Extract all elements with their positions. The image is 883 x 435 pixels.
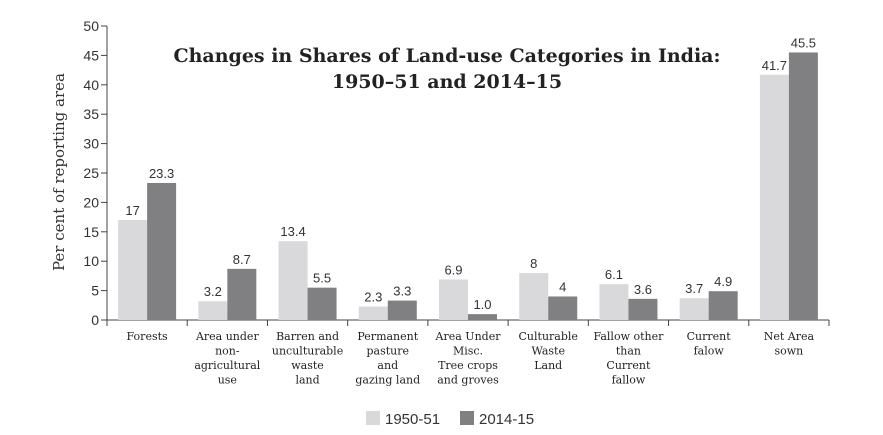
x-tick-label: Area Under Misc. Tree crops and groves bbox=[435, 330, 502, 387]
x-tick-label-line: agricultural bbox=[194, 359, 260, 372]
x-tick-label-line: Land bbox=[534, 359, 562, 372]
y-tick-label: 40 bbox=[83, 77, 99, 93]
data-label: 4.9 bbox=[714, 274, 732, 289]
x-tick-label: Net Area sown bbox=[764, 330, 815, 358]
x-axis: Forests Area under non-agricultural use Barr… bbox=[106, 319, 830, 387]
x-tick-label-line: and bbox=[377, 359, 398, 372]
data-label: 3.6 bbox=[634, 282, 652, 297]
bar-1950-51 bbox=[198, 301, 228, 320]
legend-swatch bbox=[460, 411, 474, 425]
data-label: 17 bbox=[125, 203, 139, 218]
bar-1950-51 bbox=[118, 220, 148, 320]
x-tick-label: Permanent pasture and gazing land bbox=[355, 330, 420, 387]
x-tick-label-line: Permanent bbox=[357, 330, 418, 343]
x-tick-label-line: gazing land bbox=[355, 374, 420, 387]
data-label: 6.9 bbox=[444, 262, 462, 277]
y-tick-label: 0 bbox=[91, 312, 99, 328]
bar-2014-15 bbox=[227, 268, 257, 320]
x-tick-label-line: non- bbox=[215, 345, 240, 358]
data-label: 41.7 bbox=[762, 58, 787, 73]
x-tick-label-line: and groves bbox=[437, 374, 499, 387]
x-tick-label-line: Forests bbox=[127, 330, 168, 343]
y-tick-label: 35 bbox=[83, 106, 99, 122]
y-tick-label: 25 bbox=[83, 165, 99, 181]
data-label: 4 bbox=[559, 279, 566, 294]
data-label: 3.3 bbox=[393, 284, 411, 299]
bar-2014-15 bbox=[307, 287, 337, 320]
x-tick-label: Current falow bbox=[687, 330, 732, 358]
legend-label: 2014-15 bbox=[479, 411, 534, 428]
data-label: 13.4 bbox=[280, 224, 305, 239]
chart-title: Changes in Shares of Land-use Categories… bbox=[173, 45, 720, 93]
x-tick-label-line: Area under bbox=[195, 330, 259, 343]
x-tick-label-line: fallow bbox=[612, 374, 646, 387]
bars: 17 23.3 3.2 8.7 13.4 5.5 2.3 3.3 6.9 1.0 8 4 6.1 3.6 3… bbox=[118, 35, 818, 321]
x-tick-label-line: Misc. bbox=[453, 345, 483, 358]
x-tick-label-line: falow bbox=[694, 345, 725, 358]
bar-1950-51 bbox=[278, 241, 308, 320]
y-axis-label: Per cent of reporting area bbox=[50, 73, 68, 271]
bar-2014-15 bbox=[708, 291, 738, 320]
data-label: 45.5 bbox=[791, 35, 816, 50]
x-tick-label-line: Fallow other bbox=[593, 330, 664, 343]
data-label: 8.7 bbox=[233, 252, 251, 267]
x-tick-label-line: Area Under bbox=[435, 330, 502, 343]
bar-1950-51 bbox=[759, 74, 789, 320]
legend-swatch bbox=[366, 411, 380, 425]
x-tick-label: Fallow other than Current fallow bbox=[593, 330, 664, 387]
data-label: 2.3 bbox=[364, 289, 382, 304]
x-tick-label: Barren and unculturable waste land bbox=[272, 330, 343, 387]
bar-2014-15 bbox=[628, 298, 658, 320]
bar-1950-51 bbox=[599, 284, 629, 320]
legend-label: 1950-51 bbox=[385, 411, 440, 428]
data-label: 1.0 bbox=[473, 297, 491, 312]
x-tick-label-line: unculturable bbox=[272, 345, 343, 358]
bar-2014-15 bbox=[387, 300, 417, 320]
bar-1950-51 bbox=[439, 279, 468, 320]
chart-title-line: 1950–51 and 2014–15 bbox=[332, 71, 562, 93]
data-label: 23.3 bbox=[149, 166, 174, 181]
bar-2014-15 bbox=[548, 296, 578, 320]
data-label: 3.2 bbox=[204, 284, 222, 299]
x-tick-label-line: Culturable bbox=[519, 330, 578, 343]
bar-1950-51 bbox=[358, 306, 388, 320]
x-tick-label-line: waste bbox=[291, 359, 324, 372]
x-tick-label-line: land bbox=[295, 374, 319, 387]
data-label: 8 bbox=[530, 256, 537, 271]
y-tick-label: 10 bbox=[83, 253, 99, 269]
legend: 1950-51 2014-15 bbox=[366, 411, 534, 428]
x-tick-label-line: sown bbox=[774, 345, 803, 358]
x-tick-label-line: Tree crops bbox=[438, 359, 498, 372]
x-tick-label-line: Current bbox=[687, 330, 732, 343]
x-tick-label: Forests bbox=[127, 330, 168, 343]
x-tick-label-line: Waste bbox=[531, 345, 564, 358]
bar-2014-15 bbox=[788, 52, 818, 321]
y-axis: 0 5 10 15 20 25 30 35 40 45 50 bbox=[83, 18, 108, 328]
y-tick-label: 5 bbox=[91, 283, 99, 299]
x-tick-label-line: than bbox=[616, 345, 641, 358]
y-tick-label: 15 bbox=[83, 224, 99, 240]
x-tick-label: Area under non-agricultural use bbox=[194, 330, 260, 387]
bar-2014-15 bbox=[147, 182, 177, 320]
y-tick-label: 30 bbox=[83, 136, 99, 152]
bar-1950-51 bbox=[519, 272, 549, 320]
x-tick-label-line: pasture bbox=[367, 345, 410, 358]
y-tick-label: 45 bbox=[83, 47, 99, 63]
y-tick-label: 50 bbox=[83, 18, 99, 34]
data-label: 5.5 bbox=[313, 271, 331, 286]
x-tick-label-line: Current bbox=[606, 359, 651, 372]
bar-2014-15 bbox=[468, 314, 497, 320]
data-label: 3.7 bbox=[685, 281, 703, 296]
chart-title-line: Changes in Shares of Land-use Categories… bbox=[173, 45, 720, 67]
x-tick-label-line: Net Area bbox=[764, 330, 815, 343]
x-tick-label-line: use bbox=[218, 374, 237, 387]
data-label: 6.1 bbox=[605, 267, 623, 282]
x-tick-label-line: Barren and bbox=[276, 330, 339, 343]
bar-1950-51 bbox=[679, 298, 709, 320]
y-tick-label: 20 bbox=[83, 194, 99, 210]
x-tick-label: Culturable Waste Land bbox=[519, 330, 578, 372]
